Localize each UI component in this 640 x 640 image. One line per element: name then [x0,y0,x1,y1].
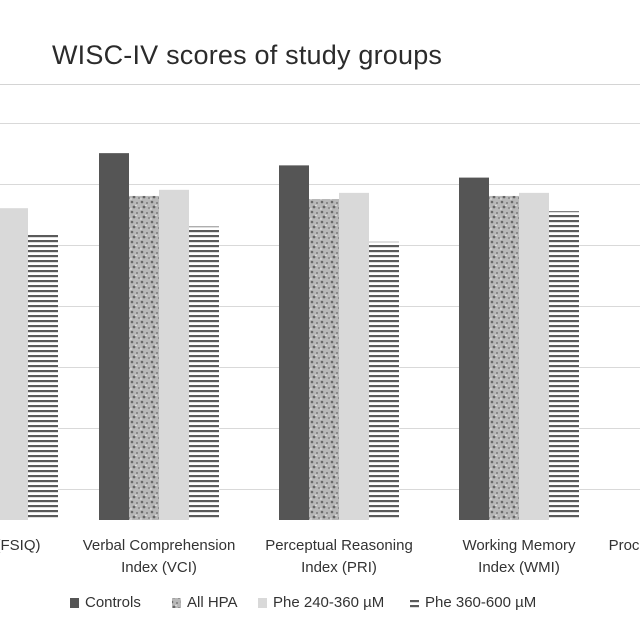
legend-swatch [172,598,181,608]
bars [0,153,579,521]
bar-controls-3 [459,177,489,520]
category-label: Proc [609,537,640,554]
category-label: Verbal Comprehension [83,537,236,554]
bar-phe-360-600-m-2 [369,241,399,521]
chart-title: WISC-IV scores of study groups [52,40,443,70]
bar-controls-1 [99,153,129,520]
legend-label: Phe 240-360 µM [273,594,384,611]
bar-phe-360-600-m-0 [28,232,58,520]
category-labels: (FSIQ) Verbal Comprehension Index (VCI) Per… [0,537,640,576]
title-band: WISC-IV scores of study groups [0,0,640,85]
category-label: Index (PRI) [301,559,377,576]
bar-all-hpa-1 [129,195,159,520]
category-label: Perceptual Reasoning [265,537,413,554]
category-label: Index (VCI) [121,559,197,576]
legend-item-controls: Controls [70,594,141,611]
legend-label: All HPA [187,594,238,611]
bar-phe-360-600-m-3 [549,211,579,520]
legend-label: Phe 360-600 µM [425,594,536,611]
legend-item-phe-240-360-m: Phe 240-360 µM [258,594,384,611]
bar-phe-240-360-m-2 [339,192,369,520]
bar-phe-360-600-m-1 [189,226,219,520]
bar-phe-240-360-m-3 [519,192,549,520]
legend-item-phe-360-600-m: Phe 360-600 µM [410,594,536,611]
category-label: Index (WMI) [478,559,560,576]
legend-swatch [258,598,267,608]
category-label: (FSIQ) [0,537,41,554]
legend-swatch [70,598,79,608]
bar-phe-240-360-m-0 [0,208,28,520]
legend-swatch [410,598,419,608]
legend-item-all-hpa: All HPA [172,594,238,611]
bar-all-hpa-2 [309,199,339,520]
bar-all-hpa-3 [489,195,519,520]
bar-controls-2 [279,165,309,520]
bar-phe-240-360-m-1 [159,189,189,521]
legend-label: Controls [85,594,141,611]
legend: Controls All HPA Phe 240-360 µM Phe 360-600… [70,594,536,611]
category-label: Working Memory [462,537,576,554]
